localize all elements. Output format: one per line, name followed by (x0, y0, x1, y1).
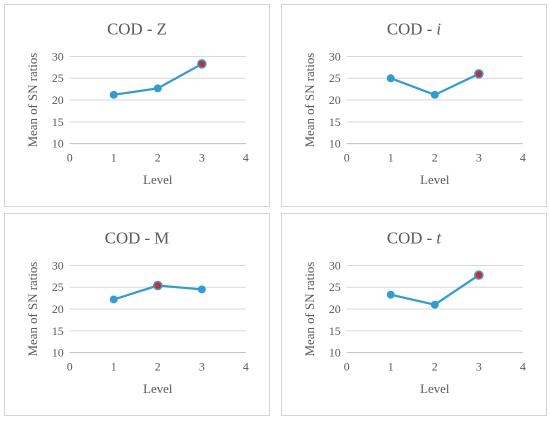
data-point-highlight (474, 69, 484, 79)
y-tick-label: 25 (52, 71, 64, 85)
data-point (153, 84, 162, 93)
x-tick-label: 2 (432, 150, 438, 164)
x-tick-label: 1 (111, 359, 117, 373)
x-tick-label: 0 (344, 359, 350, 373)
x-tick-label: 0 (67, 359, 73, 373)
x-tick-label: 3 (199, 359, 205, 373)
chart-title: COD - Z (107, 20, 167, 39)
x-axis-label: Level (420, 173, 450, 187)
chart-title-prefix: COD - (387, 20, 437, 39)
chart-svg: COD - M 10 15 20 25 30 0 1 2 3 4 Level Mean of SN ra… (26, 229, 249, 397)
data-point (430, 90, 439, 99)
chart-title-variable: t (436, 229, 442, 248)
y-axis-label: Mean of SN ratios (303, 262, 317, 357)
y-tick-label: 15 (52, 324, 64, 338)
y-tick-label: 20 (52, 302, 64, 316)
y-tick-label: 10 (52, 137, 64, 151)
chart-title-variable: i (436, 20, 441, 39)
x-tick-label: 1 (388, 359, 394, 373)
data-point (109, 295, 118, 304)
chart-svg: COD - Z 10 15 20 25 30 0 1 2 3 4 Level Mean of SN ra… (26, 20, 249, 188)
x-tick-label: 2 (155, 359, 161, 373)
data-point-highlight (197, 59, 207, 69)
y-tick-label: 15 (329, 324, 341, 338)
chart-panel-cod-t: COD - t 10 15 20 25 30 0 1 2 3 4 Level Mean of SN ra… (281, 213, 547, 416)
y-tick-label: 30 (329, 258, 341, 272)
chart-title-prefix: COD - (105, 229, 155, 248)
x-tick-label: 4 (520, 359, 526, 373)
x-tick-label: 2 (432, 359, 438, 373)
data-point (430, 300, 439, 309)
y-tick-label: 10 (52, 346, 64, 360)
chart-title-variable: Z (157, 20, 167, 39)
chart-title: COD - M (105, 229, 170, 248)
chart-panel-cod-i: COD - i 10 15 20 25 30 0 1 2 3 4 Level Mean of SN ra… (281, 4, 547, 207)
data-point-highlight (153, 280, 163, 291)
data-point (197, 285, 206, 294)
y-tick-label: 15 (329, 115, 341, 129)
x-axis-label: Level (143, 382, 173, 396)
data-point (109, 90, 118, 99)
chart-title-variable: M (154, 229, 169, 248)
y-tick-label: 10 (329, 346, 341, 360)
series-line (390, 274, 480, 306)
x-tick-label: 2 (155, 150, 161, 164)
data-point (386, 74, 395, 83)
x-axis-label: Level (420, 382, 450, 396)
chart-title: COD - t (387, 229, 443, 248)
y-tick-label: 30 (52, 49, 64, 63)
x-tick-label: 3 (476, 150, 482, 164)
chart-svg: COD - t 10 15 20 25 30 0 1 2 3 4 Level Mean of SN ra… (303, 229, 526, 397)
chart-title: COD - i (387, 20, 442, 39)
y-axis-label: Mean of SN ratios (26, 53, 40, 148)
chart-title-prefix: COD - (387, 229, 437, 248)
y-tick-label: 30 (329, 49, 341, 63)
x-tick-label: 1 (388, 150, 394, 164)
y-tick-label: 15 (52, 115, 64, 129)
x-tick-label: 3 (476, 359, 482, 373)
y-tick-label: 25 (329, 71, 341, 85)
x-tick-label: 0 (344, 150, 350, 164)
y-tick-label: 20 (52, 93, 64, 107)
data-point (386, 290, 395, 299)
chart-svg: COD - i 10 15 20 25 30 0 1 2 3 4 Level Mean of SN ra… (303, 20, 526, 188)
chart-panel-cod-z: COD - Z 10 15 20 25 30 0 1 2 3 4 Level Mean of SN ra… (4, 4, 270, 207)
y-tick-label: 25 (52, 280, 64, 294)
x-tick-label: 1 (111, 150, 117, 164)
x-tick-label: 3 (199, 150, 205, 164)
y-axis-label: Mean of SN ratios (26, 262, 40, 357)
y-tick-label: 10 (329, 137, 341, 151)
chart-title-prefix: COD - (107, 20, 157, 39)
chart-panel-cod-m: COD - M 10 15 20 25 30 0 1 2 3 4 Level Mean of SN ra… (4, 213, 270, 416)
x-tick-label: 4 (243, 359, 249, 373)
data-point-highlight (474, 270, 484, 280)
x-axis-label: Level (143, 173, 173, 187)
y-tick-label: 20 (329, 93, 341, 107)
y-tick-label: 25 (329, 280, 341, 294)
y-tick-label: 30 (52, 258, 64, 272)
x-tick-label: 4 (243, 150, 249, 164)
x-tick-label: 4 (520, 150, 526, 164)
y-axis-label: Mean of SN ratios (303, 53, 317, 148)
y-tick-label: 20 (329, 302, 341, 316)
x-tick-label: 0 (67, 150, 73, 164)
